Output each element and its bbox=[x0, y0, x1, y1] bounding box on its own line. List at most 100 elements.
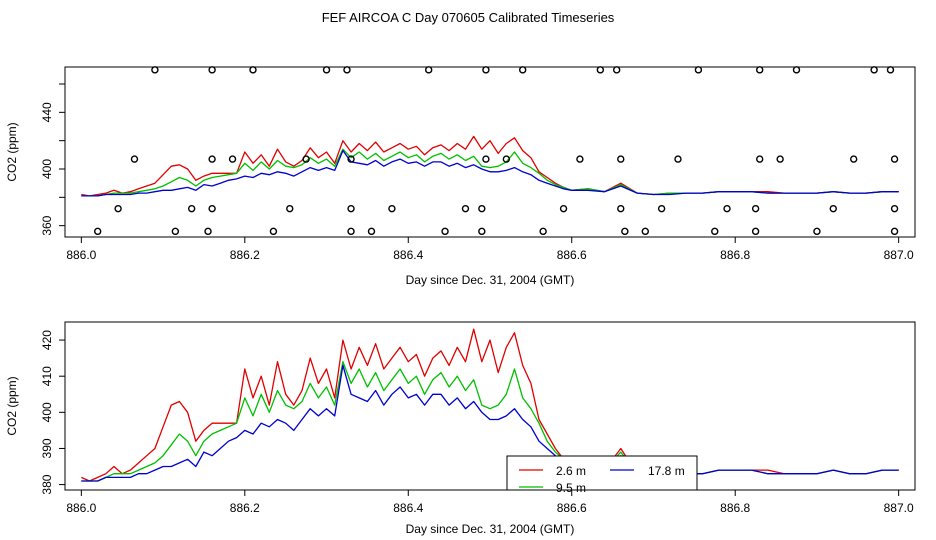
legend-label-17-8m: 17.8 m bbox=[648, 464, 685, 478]
calibration-marker bbox=[367, 227, 376, 236]
calibration-marker bbox=[114, 204, 122, 213]
calibration-marker bbox=[621, 227, 629, 236]
bottom-x-tick-label: 886.2 bbox=[230, 501, 260, 515]
legend-box bbox=[506, 455, 698, 491]
bottom-x-tick-label: 886.6 bbox=[557, 501, 587, 515]
calibration-marker bbox=[886, 66, 895, 74]
calibration-marker bbox=[130, 155, 139, 163]
top-plot-frame bbox=[64, 66, 916, 238]
calibration-marker bbox=[870, 66, 878, 74]
calibration-marker bbox=[776, 155, 784, 163]
top-ticks: 886.0 886.2 886.4 886.6 886.8 887.0 360 400 440 bbox=[40, 83, 914, 262]
calibration-marker bbox=[478, 204, 486, 213]
chart-title: FEF AIRCOA C Day 070605 Calibrated Times… bbox=[322, 10, 615, 25]
calibration-marker bbox=[751, 227, 760, 236]
top-series-17-8-m bbox=[81, 149, 899, 197]
calibration-marker bbox=[208, 204, 216, 213]
top-x-tick-label: 886.8 bbox=[720, 248, 750, 262]
calibration-marker bbox=[694, 66, 703, 74]
top-x-tick-label: 886.6 bbox=[557, 248, 587, 262]
bottom-y-tick-label: 390 bbox=[40, 438, 54, 458]
calibration-marker bbox=[596, 66, 605, 74]
bottom-y-tick-label: 380 bbox=[40, 474, 54, 494]
legend-label-9-5m: 9.5 m bbox=[556, 481, 586, 495]
calibration-marker bbox=[559, 204, 568, 213]
bottom-series-lines bbox=[81, 328, 899, 482]
bottom-x-tick-label: 887.0 bbox=[884, 501, 914, 515]
bottom-x-tick-label: 886.8 bbox=[720, 501, 750, 515]
calibration-marker bbox=[425, 66, 433, 74]
top-y-axis-label: CO2 (ppm) bbox=[5, 122, 19, 181]
calibration-marker bbox=[792, 66, 801, 74]
calibration-marker bbox=[711, 227, 719, 236]
calibration-marker bbox=[388, 204, 396, 213]
bottom-y-tick-label: 410 bbox=[40, 366, 54, 386]
calibration-marker bbox=[208, 155, 216, 163]
calibration-marker bbox=[249, 66, 257, 74]
calibration-marker bbox=[518, 66, 527, 74]
top-x-tick-label: 886.2 bbox=[230, 248, 260, 262]
bottom-x-tick-label: 886.4 bbox=[393, 501, 423, 515]
top-series-2-6-m bbox=[81, 135, 899, 197]
calibration-marker bbox=[347, 155, 355, 163]
bottom-plot-frame bbox=[64, 321, 916, 491]
calibration-marker bbox=[347, 227, 355, 236]
calibration-marker bbox=[813, 227, 821, 236]
top-series-lines bbox=[81, 135, 899, 197]
calibration-marker bbox=[204, 227, 212, 236]
calibration-marker bbox=[756, 66, 764, 74]
calibration-marker bbox=[441, 227, 449, 236]
calibration-marker bbox=[302, 155, 310, 163]
calibration-marker bbox=[187, 204, 196, 213]
top-series-9-5-m bbox=[81, 148, 899, 197]
calibration-marker bbox=[576, 155, 584, 163]
calibration-marker bbox=[657, 204, 666, 213]
top-x-tick-label: 886.4 bbox=[393, 248, 423, 262]
top-x-tick-label: 887.0 bbox=[884, 248, 914, 262]
calibration-marker bbox=[343, 66, 351, 74]
calibration-marker bbox=[723, 204, 731, 213]
top-y-tick-label: 360 bbox=[40, 215, 54, 235]
calibration-marker bbox=[228, 155, 237, 163]
calibration-marker bbox=[322, 66, 331, 74]
calibration-marker bbox=[151, 66, 159, 74]
calibration-marker bbox=[208, 66, 216, 74]
calibration-marker bbox=[850, 155, 858, 163]
legend: 2.6 m 17.8 m 9.5 m bbox=[506, 455, 698, 495]
bottom-series-2-6-m bbox=[81, 328, 899, 482]
top-y-tick-label: 440 bbox=[40, 102, 54, 122]
calibration-marker bbox=[890, 227, 899, 236]
calibration-marker bbox=[269, 227, 278, 236]
top-x-tick-label: 886.0 bbox=[66, 248, 96, 262]
calibration-marker bbox=[617, 155, 625, 163]
bottom-x-tick-label: 886.0 bbox=[66, 501, 96, 515]
top-panel: 886.0 886.2 886.4 886.6 886.8 887.0360400440 … bbox=[5, 66, 916, 287]
calibration-marker bbox=[171, 227, 180, 236]
bottom-y-axis-label: CO2 (ppm) bbox=[5, 376, 19, 435]
calibration-marker bbox=[617, 204, 625, 213]
calibration-marker bbox=[286, 204, 294, 213]
calibration-marker bbox=[756, 155, 764, 163]
bottom-panel: 886.0 886.2 886.4 886.6 886.8 887.0 380 390 400 4… bbox=[5, 321, 916, 536]
calibration-marker bbox=[890, 204, 899, 213]
calibration-marker bbox=[612, 66, 621, 74]
calibration-marker bbox=[347, 204, 355, 213]
calibration-marker bbox=[539, 227, 547, 236]
calibration-marker bbox=[674, 155, 682, 163]
calibration-marker bbox=[482, 155, 490, 163]
calibration-marker bbox=[93, 227, 102, 236]
calibration-marker bbox=[751, 204, 760, 213]
legend-label-2-6m: 2.6 m bbox=[556, 464, 586, 478]
bottom-series-9-5-m bbox=[81, 361, 899, 482]
bottom-ticks: 886.0 886.2 886.4 886.6 886.8 887.0 380 390 400 4… bbox=[40, 330, 914, 515]
calibration-marker bbox=[890, 155, 899, 163]
bottom-x-axis-label: Day since Dec. 31, 2004 (GMT) bbox=[406, 522, 575, 536]
calibration-marker bbox=[502, 155, 511, 163]
bottom-series-17-8-m bbox=[81, 364, 899, 482]
calibration-marker bbox=[482, 66, 490, 74]
top-y-tick-label: 400 bbox=[40, 159, 54, 179]
calibration-marker bbox=[478, 227, 486, 236]
calibration-marker bbox=[461, 204, 470, 213]
calibration-marker bbox=[641, 227, 649, 236]
